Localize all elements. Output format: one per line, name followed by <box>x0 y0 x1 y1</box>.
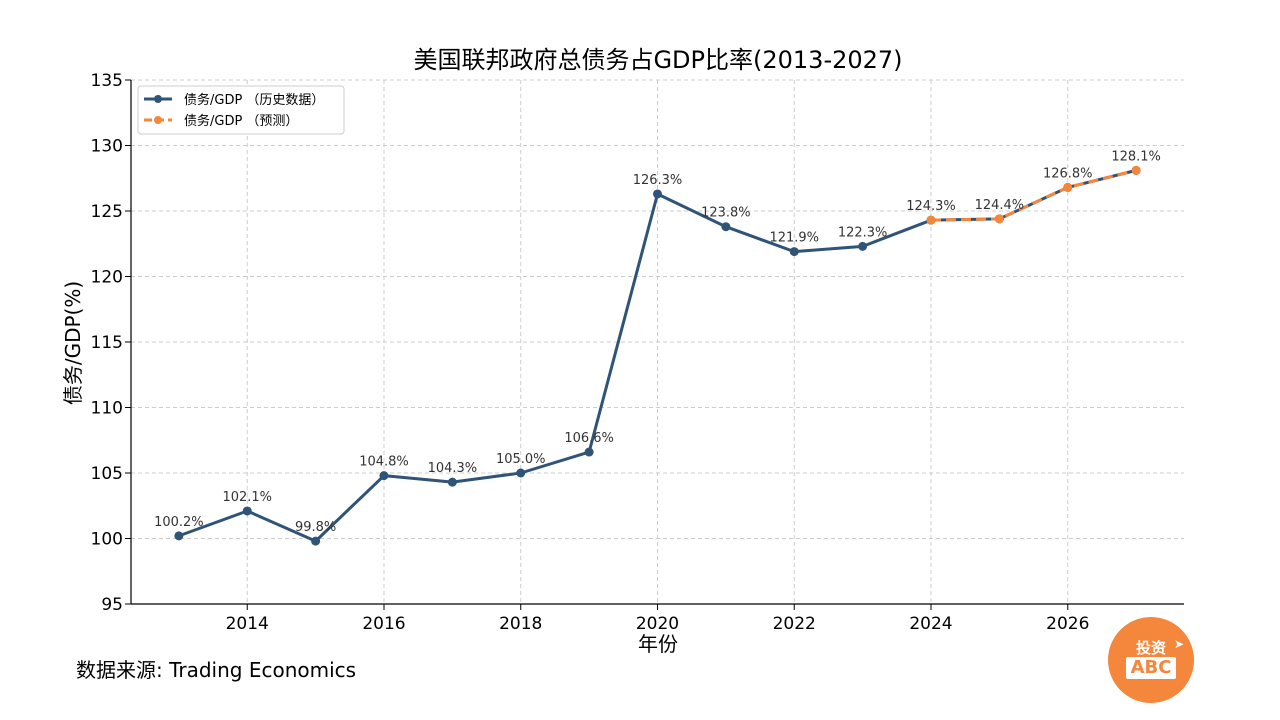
y-tick-label: 120 <box>91 268 123 288</box>
y-tick-label: 100 <box>91 530 123 550</box>
source-note: 数据来源: Trading Economics <box>76 658 357 682</box>
x-tick-label: 2022 <box>773 614 816 634</box>
history-point <box>516 468 526 478</box>
forecast-point <box>994 214 1004 224</box>
logo-bottom-text: ABC <box>1126 657 1176 679</box>
forecast-point <box>1063 182 1073 192</box>
legend-history-label: 债务/GDP （历史数据） <box>184 92 324 108</box>
data-label: 126.8% <box>1043 166 1093 181</box>
logo-top-text: 投资 <box>1135 639 1166 657</box>
chart-title: 美国联邦政府总债务占GDP比率(2013-2027) <box>413 46 902 74</box>
history-point <box>653 189 662 199</box>
history-point <box>311 536 321 546</box>
y-tick-label: 135 <box>91 71 123 91</box>
data-label: 102.1% <box>222 490 272 505</box>
history-point <box>858 241 868 251</box>
x-tick-label: 2018 <box>499 614 542 634</box>
data-label: 106.6% <box>564 431 614 446</box>
y-tick-label: 130 <box>91 137 123 157</box>
x-tick-label: 2024 <box>909 614 952 634</box>
data-label: 104.3% <box>428 461 478 476</box>
legend-history-marker <box>154 95 162 103</box>
data-label: 124.4% <box>975 198 1025 213</box>
x-tick-label: 2014 <box>226 614 269 634</box>
data-labels: 100.2% 102.1% 99.8% 104.8% 104.3% 105.0% 106.6… <box>154 149 1161 535</box>
x-tick-label: 2020 <box>636 614 679 634</box>
legend: 债务/GDP （历史数据） 债务/GDP （预测） <box>137 85 345 135</box>
y-tick-label: 105 <box>91 464 123 484</box>
data-label: 126.3% <box>633 173 683 188</box>
y-tick-label: 110 <box>91 399 123 419</box>
forecast-series-line <box>930 168 1137 222</box>
data-label: 123.8% <box>701 206 751 221</box>
history-point <box>447 477 457 487</box>
data-label: 124.3% <box>906 199 956 214</box>
history-point <box>379 471 389 481</box>
y-tick-label: 125 <box>91 202 123 222</box>
history-point <box>721 222 731 232</box>
data-label: 121.9% <box>769 231 819 246</box>
data-label: 128.1% <box>1111 149 1161 164</box>
x-axis-label: 年份 <box>638 632 678 656</box>
legend-box <box>137 85 345 135</box>
axes <box>125 79 1184 610</box>
x-tick-label: 2026 <box>1046 614 1089 634</box>
y-tick-label: 115 <box>91 333 123 353</box>
history-point <box>584 447 594 457</box>
series-layer <box>174 165 1141 546</box>
data-label: 104.8% <box>359 455 409 470</box>
y-tick-label: 95 <box>101 595 123 615</box>
arrow-icon: ➤ <box>1174 637 1185 651</box>
grid-lines <box>131 79 1184 605</box>
brand-logo: 投资 ➤ ABC <box>1108 617 1194 703</box>
tick-labels: 95 100 105 110 115 120 125 130 135 2014 2016 2018 20… <box>91 71 1090 634</box>
data-label: 105.0% <box>496 452 546 467</box>
legend-forecast-label: 债务/GDP （预测） <box>184 113 298 129</box>
forecast-point <box>926 215 936 225</box>
history-point <box>789 247 799 257</box>
history-point <box>242 506 252 516</box>
data-label: 122.3% <box>838 225 888 240</box>
y-axis-label: 债务/GDP(%) <box>61 281 85 405</box>
history-point <box>174 531 184 541</box>
forecast-point <box>1131 165 1141 175</box>
data-label: 100.2% <box>154 515 204 530</box>
legend-forecast-marker <box>154 116 162 124</box>
data-label: 99.8% <box>295 520 336 535</box>
x-tick-label: 2016 <box>362 614 405 634</box>
